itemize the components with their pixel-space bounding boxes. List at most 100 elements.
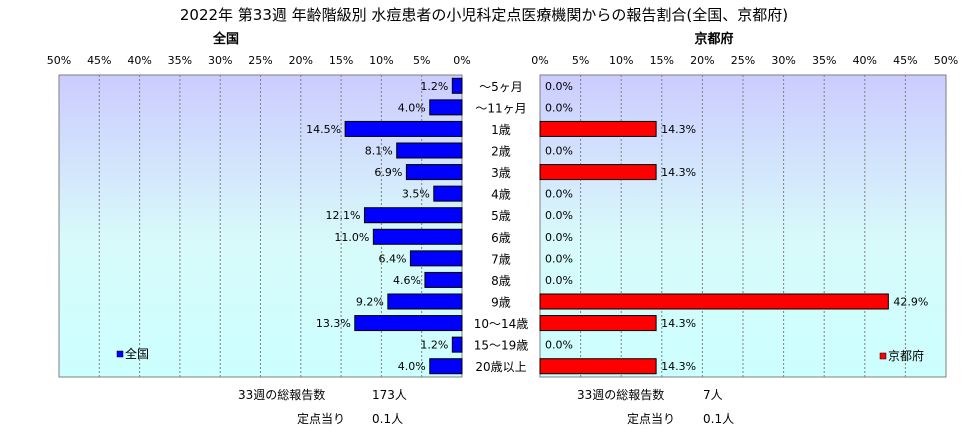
right-per-label: 定点当り	[627, 412, 676, 426]
left-value-label: 4.0%	[398, 101, 426, 114]
category-label: 20歳以上	[475, 360, 526, 374]
left-value-label: 3.5%	[402, 188, 430, 201]
right-tick-label: 25%	[731, 54, 755, 67]
right-value-label: 0.0%	[545, 252, 573, 265]
left-tick-label: 35%	[168, 54, 192, 67]
left-value-label: 4.6%	[393, 274, 421, 287]
left-tick-label: 15%	[329, 54, 353, 67]
left-bar	[429, 358, 463, 375]
right-bar	[539, 120, 657, 137]
right-value-label: 0.0%	[545, 80, 573, 93]
left-value-label: 1.2%	[420, 80, 448, 93]
right-total-value: 7人	[703, 388, 723, 402]
left-value-label: 1.2%	[420, 339, 448, 352]
category-label: ～11ヶ月	[475, 101, 526, 115]
left-bar	[344, 120, 463, 137]
left-tick-label: 10%	[369, 54, 393, 67]
right-value-label: 0.0%	[545, 101, 573, 114]
left-bar	[372, 228, 463, 245]
left-total-value: 173人	[372, 388, 407, 402]
right-value-label: 42.9%	[893, 296, 928, 309]
right-value-label: 0.0%	[545, 231, 573, 244]
left-tick-label: 45%	[87, 54, 111, 67]
left-bar	[354, 315, 463, 332]
right-bar	[539, 293, 889, 310]
chart-title: 2022年 第33週 年齢階級別 水痘患者の小児科定点医療機関からの報告割合(全…	[180, 6, 788, 24]
left-bar	[396, 142, 463, 159]
right-tick-label: 40%	[853, 54, 877, 67]
right-tick-label: 20%	[690, 54, 714, 67]
right-tick-label: 5%	[572, 54, 589, 67]
left-legend-label: 全国	[125, 346, 149, 361]
left-value-label: 8.1%	[365, 145, 393, 158]
left-bar	[387, 293, 463, 310]
left-bar	[363, 207, 463, 224]
category-label: 4歳	[491, 188, 511, 202]
left-value-label: 12.1%	[326, 209, 361, 222]
left-legend-swatch	[116, 350, 124, 358]
left-per-label: 定点当り	[297, 412, 346, 426]
right-bar	[539, 315, 657, 332]
left-bar	[451, 77, 463, 94]
category-label: 15～19歳	[474, 339, 529, 353]
category-label: 5歳	[491, 209, 511, 223]
left-value-label: 6.9%	[374, 166, 402, 179]
right-value-label: 14.3%	[661, 317, 696, 330]
right-tick-label: 10%	[609, 54, 633, 67]
right-value-label: 0.0%	[545, 209, 573, 222]
left-value-label: 11.0%	[334, 231, 369, 244]
left-bar	[409, 250, 463, 267]
right-value-label: 0.0%	[545, 145, 573, 158]
right-panel-title: 京都府	[694, 31, 733, 47]
category-label: 7歳	[491, 252, 511, 266]
right-tick-label: 50%	[934, 54, 958, 67]
left-tick-label: 20%	[289, 54, 313, 67]
right-tick-label: 30%	[771, 54, 795, 67]
category-label: 1歳	[491, 123, 511, 137]
left-value-label: 13.3%	[316, 317, 351, 330]
right-total-label: 33週の総報告数	[577, 388, 665, 402]
left-value-label: 4.0%	[398, 360, 426, 373]
right-value-label: 14.3%	[661, 123, 696, 136]
category-label: 8歳	[491, 274, 511, 288]
right-value-label: 14.3%	[661, 166, 696, 179]
left-tick-label: 0%	[453, 54, 470, 67]
right-value-label: 0.0%	[545, 339, 573, 352]
left-bar	[424, 271, 463, 288]
right-per-value: 0.1人	[703, 412, 735, 426]
right-value-label: 0.0%	[545, 274, 573, 287]
left-value-label: 14.5%	[306, 123, 341, 136]
left-value-label: 6.4%	[378, 252, 406, 265]
left-value-label: 9.2%	[356, 296, 384, 309]
left-bar	[433, 185, 463, 202]
left-panel-title: 全国	[212, 31, 239, 47]
left-per-value: 0.1人	[372, 412, 404, 426]
left-tick-label: 50%	[47, 54, 71, 67]
category-label: 9歳	[491, 296, 511, 310]
left-total-label: 33週の総報告数	[238, 388, 326, 402]
right-value-label: 14.3%	[661, 360, 696, 373]
left-bar	[405, 164, 463, 181]
right-bar	[539, 358, 657, 375]
left-tick-label: 40%	[127, 54, 151, 67]
right-legend-swatch	[879, 352, 887, 360]
right-value-label: 0.0%	[545, 188, 573, 201]
category-label: ～5ヶ月	[479, 80, 523, 94]
right-tick-label: 45%	[893, 54, 917, 67]
left-tick-label: 5%	[413, 54, 430, 67]
right-legend-label: 京都府	[888, 348, 924, 363]
category-label: 2歳	[491, 145, 511, 159]
left-bar	[451, 336, 463, 353]
category-label: 6歳	[491, 231, 511, 245]
category-label: 3歳	[491, 166, 511, 180]
left-tick-label: 25%	[248, 54, 272, 67]
right-bar	[539, 164, 657, 181]
left-tick-label: 30%	[208, 54, 232, 67]
right-tick-label: 35%	[812, 54, 836, 67]
left-bar	[429, 99, 463, 116]
right-tick-label: 15%	[650, 54, 674, 67]
category-label: 10～14歳	[474, 317, 529, 331]
right-tick-label: 0%	[531, 54, 548, 67]
